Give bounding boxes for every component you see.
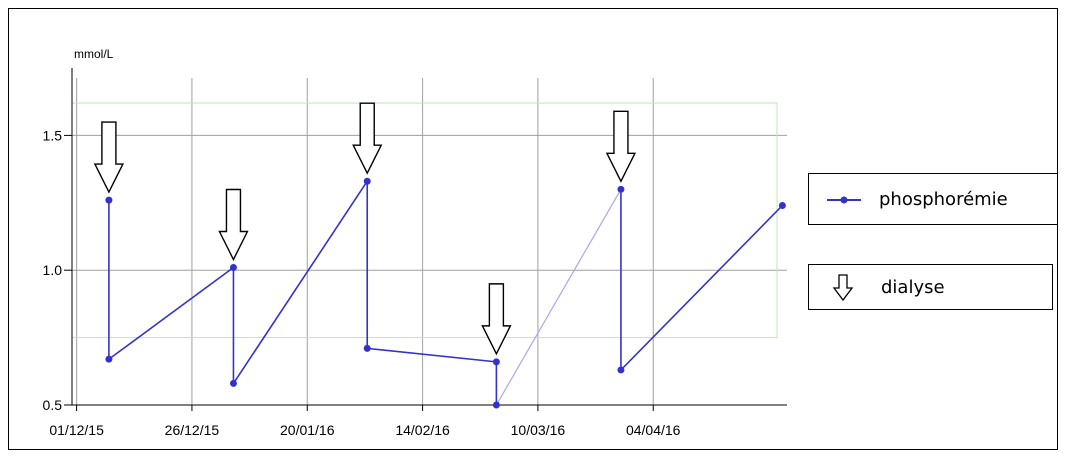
y-tick-label: 0.5	[43, 397, 63, 413]
dialyse-arrow-icon	[93, 121, 125, 194]
x-tick-label: 01/12/15	[49, 422, 104, 438]
data-point	[105, 196, 113, 204]
x-tick-label: 04/04/16	[626, 422, 681, 438]
legend-line-marker	[827, 196, 861, 204]
y-axis-unit: mmol/L	[74, 47, 114, 61]
series-segment	[620, 204, 783, 371]
series-segment	[232, 180, 368, 384]
legend-item-dialyse: dialyse	[808, 264, 1053, 310]
series-segment	[495, 189, 622, 406]
dialyse-arrow-icon	[218, 188, 249, 262]
data-point	[363, 344, 371, 352]
data-point	[105, 355, 113, 363]
x-tick-label: 10/03/16	[511, 422, 566, 438]
legend-item-phosphoremie: phosphorémie	[808, 173, 1058, 225]
phosphoremie-series-lines	[108, 180, 783, 406]
series-segment	[367, 347, 497, 363]
data-point	[363, 177, 371, 185]
chart-frame	[8, 8, 1058, 450]
x-tick-label: 20/01/16	[280, 422, 335, 438]
legend-arrow-icon	[832, 274, 854, 302]
data-point	[229, 379, 237, 387]
data-point	[778, 201, 786, 209]
dialyse-arrow-icon	[605, 110, 637, 183]
dialyse-arrow-icon	[481, 283, 512, 356]
data-point	[617, 366, 625, 374]
y-tick-label: 1.0	[43, 262, 63, 278]
phosphoremie-series-points	[105, 177, 786, 409]
axes	[64, 68, 787, 411]
grid	[72, 78, 787, 406]
x-tick-label: 26/12/15	[165, 422, 220, 438]
data-point	[229, 264, 237, 272]
dialyse-arrow-icon	[352, 102, 383, 175]
data-point	[492, 401, 500, 409]
legend-label-dialyse: dialyse	[881, 277, 945, 298]
target-range-band	[71, 102, 778, 339]
y-tick-labels: 0.5 1.0 1.5	[43, 127, 63, 413]
y-tick-label: 1.5	[43, 127, 63, 143]
x-tick-label: 14/02/16	[395, 422, 450, 438]
legend-label-phosphoremie: phosphorémie	[879, 189, 1008, 210]
series-segment	[108, 266, 234, 360]
dialyse-markers	[93, 102, 637, 356]
data-point	[617, 185, 625, 193]
data-point	[492, 358, 500, 366]
x-tick-labels: 01/12/15 26/12/15 20/01/16 14/02/16 10/03/16…	[49, 422, 680, 438]
